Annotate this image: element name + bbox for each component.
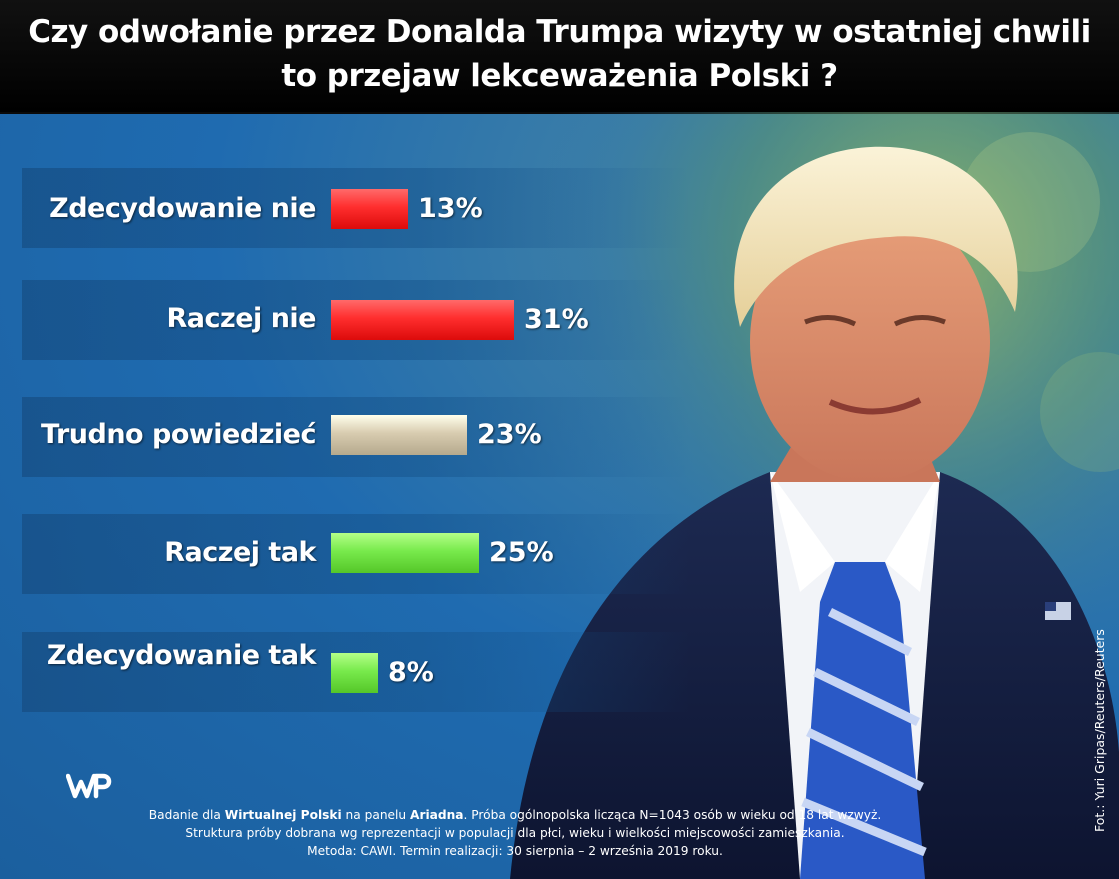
value-label-4: 25% xyxy=(489,537,554,568)
methodology-note: Badanie dla Wirtualnej Polski na panelu … xyxy=(140,806,890,860)
value-label-5: 8% xyxy=(388,657,434,688)
note-text-a: Badanie dla xyxy=(148,808,225,822)
value-label-2: 31% xyxy=(524,304,589,335)
bar-raczej-tak xyxy=(331,533,479,573)
methodology-line-2: Struktura próby dobrana wg reprezentacji… xyxy=(185,826,845,840)
methodology-line-3: Metoda: CAWI. Termin realizacji: 30 sier… xyxy=(307,844,723,858)
category-label-1: Zdecydowanie nie xyxy=(49,193,316,224)
bar-trudno-powiedziec xyxy=(331,415,467,455)
note-text-e: . Próba ogólnopolska licząca N=1043 osób… xyxy=(463,808,882,822)
photo-credit: Fot.: Yuri Gripas/Reuters/Reuters xyxy=(1092,629,1107,832)
note-text-c: na panelu xyxy=(341,808,411,822)
category-label-3: Trudno powiedzieć xyxy=(41,419,317,450)
note-panel-name: Ariadna xyxy=(410,808,464,822)
wp-logo-icon xyxy=(66,773,112,799)
title-line-1: Czy odwołanie przez Donalda Trumpa wizyt… xyxy=(28,14,1091,50)
bar-zdecydowanie-tak xyxy=(331,653,378,693)
header-banner: Czy odwołanie przez Donalda Trumpa wizyt… xyxy=(0,0,1119,114)
portrait-photo xyxy=(470,112,1119,879)
title-line-2: to przejaw lekceważenia Polski ? xyxy=(281,58,838,94)
note-wp-name: Wirtualnej Polski xyxy=(224,808,342,822)
category-label-4: Raczej tak xyxy=(164,537,316,568)
bar-raczej-nie xyxy=(331,300,514,340)
value-label-3: 23% xyxy=(477,419,542,450)
category-label-2: Raczej nie xyxy=(166,303,317,334)
methodology-line-1: Badanie dla Wirtualnej Polski na panelu … xyxy=(140,806,890,824)
value-label-1: 13% xyxy=(418,193,483,224)
bar-zdecydowanie-nie xyxy=(331,189,408,229)
category-label-5: Zdecydowanie tak xyxy=(46,640,317,671)
